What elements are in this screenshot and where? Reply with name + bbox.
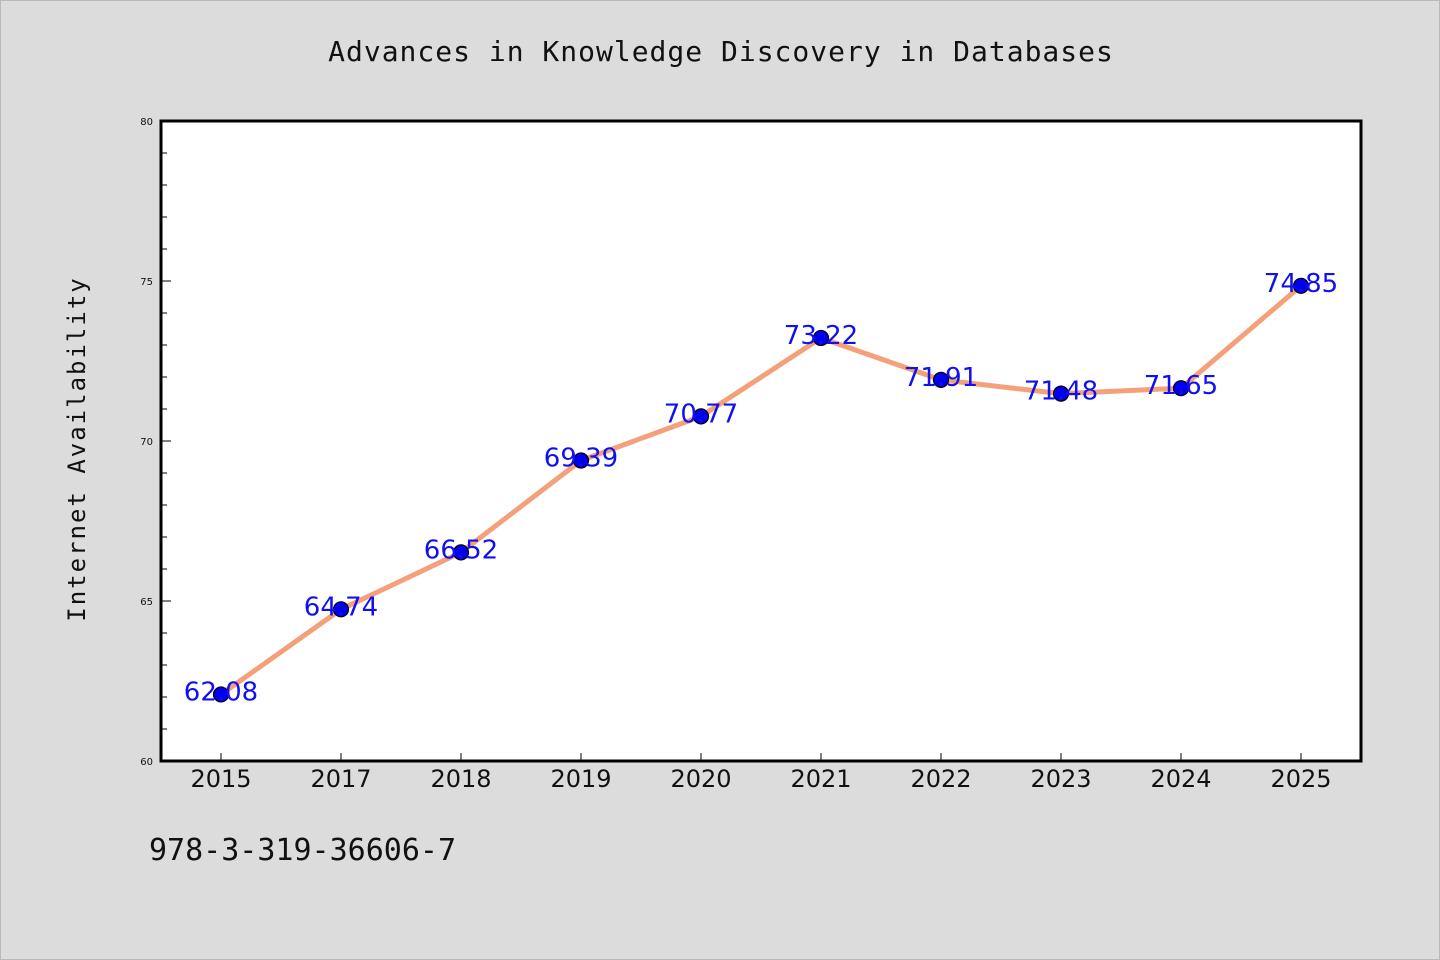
y-tick-label: 80	[140, 117, 153, 128]
y-tick-label: 70	[140, 437, 153, 448]
series-line-group	[212, 277, 1310, 703]
isbn-footnote: 978-3-319-36606-7	[149, 833, 457, 868]
x-tick-label: 2018	[430, 765, 491, 793]
x-tick-label: 2022	[910, 765, 971, 793]
x-tick-label: 2019	[550, 765, 611, 793]
x-axis-ticks: 2015 2017 2018 2019 2020 2021 2022 2023 2024 2025	[190, 753, 1332, 793]
data-label: 70.77	[664, 399, 738, 429]
x-tick-label: 2020	[670, 765, 731, 793]
data-label: 71.48	[1024, 377, 1098, 407]
data-label: 74.85	[1264, 269, 1338, 299]
chart-title: Advances in Knowledge Discovery in Datab…	[328, 35, 1114, 68]
y-axis-ticks: 60 65 70 75 80	[140, 117, 171, 768]
x-tick-label: 2015	[190, 765, 251, 793]
data-point	[1052, 385, 1070, 402]
data-labels-group: 62.08 64.74 66.52 69.39 70.77 73.22 71.91 71.48…	[184, 269, 1338, 708]
series-line	[218, 283, 1304, 697]
data-label: 73.22	[784, 321, 858, 351]
data-label: 71.91	[904, 363, 978, 393]
data-point	[572, 452, 590, 469]
data-label: 69.39	[544, 444, 618, 474]
data-point	[212, 686, 230, 703]
data-label: 64.74	[304, 592, 378, 622]
x-tick-label: 2021	[790, 765, 851, 793]
data-point	[452, 544, 470, 561]
data-point	[932, 371, 950, 388]
data-point	[1172, 380, 1190, 397]
y-tick-label: 75	[140, 277, 153, 288]
x-tick-label: 2017	[310, 765, 371, 793]
data-label: 66.52	[424, 535, 498, 565]
data-point	[332, 601, 350, 618]
data-point	[812, 329, 830, 347]
data-point	[1292, 277, 1310, 294]
y-tick-label: 65	[140, 597, 153, 608]
plot-area	[159, 119, 1363, 763]
x-tick-label: 2023	[1030, 765, 1091, 793]
data-label: 62.08	[184, 677, 258, 707]
x-tick-label: 2024	[1150, 765, 1211, 793]
data-label: 71.65	[1144, 371, 1218, 401]
y-tick-label: 60	[140, 757, 153, 768]
data-point	[692, 408, 710, 425]
x-tick-label: 2025	[1270, 765, 1331, 793]
